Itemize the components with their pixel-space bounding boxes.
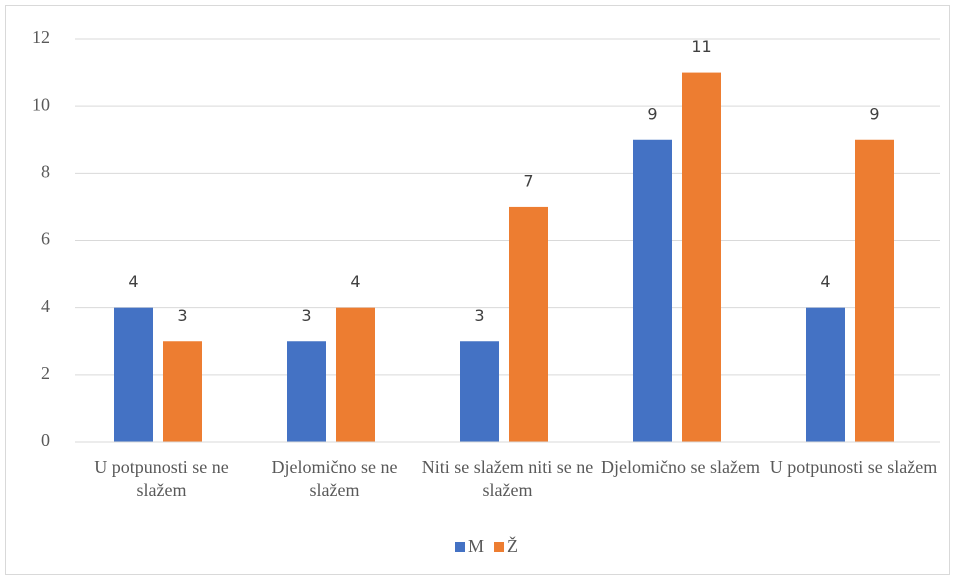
data-label: 9 — [647, 104, 657, 123]
bar — [682, 72, 721, 442]
bar — [855, 139, 894, 442]
x-tick-label: U potpunosti se slažem — [769, 457, 938, 477]
y-tick-label: 0 — [41, 430, 50, 450]
legend-label: Ž — [507, 535, 518, 556]
y-tick-label: 8 — [41, 161, 50, 181]
bar — [163, 341, 202, 442]
bar — [460, 341, 499, 442]
bar — [806, 307, 845, 442]
x-tick-label: Djelomično se ne slažem — [271, 457, 398, 500]
legend-label: M — [468, 536, 484, 556]
y-tick-label: 4 — [41, 296, 50, 316]
y-tick-label: 12 — [32, 27, 50, 47]
y-tick-label: 10 — [32, 94, 50, 114]
bar — [509, 206, 548, 442]
data-label: 9 — [869, 104, 879, 123]
data-label: 3 — [474, 306, 484, 325]
legend-swatch — [494, 542, 505, 552]
data-label: 3 — [177, 306, 187, 325]
data-label: 4 — [128, 272, 138, 291]
data-label: 11 — [691, 37, 711, 56]
chart-border — [5, 5, 950, 575]
bar — [287, 341, 326, 442]
x-tick-label: U potpunosti se ne slažem — [94, 457, 229, 500]
data-label: 7 — [523, 171, 533, 190]
bar — [114, 307, 153, 442]
y-tick-label: 6 — [41, 229, 50, 249]
data-label: 3 — [301, 306, 311, 325]
y-tick-label: 2 — [41, 363, 50, 383]
legend-swatch — [455, 542, 465, 552]
data-label: 4 — [350, 272, 360, 291]
x-tick-label: Niti se slažem niti se ne slažem — [421, 457, 594, 500]
x-tick-label: Djelomično se slažem — [601, 457, 760, 477]
data-label: 4 — [820, 272, 830, 291]
bar — [633, 139, 672, 442]
bar — [336, 307, 375, 442]
